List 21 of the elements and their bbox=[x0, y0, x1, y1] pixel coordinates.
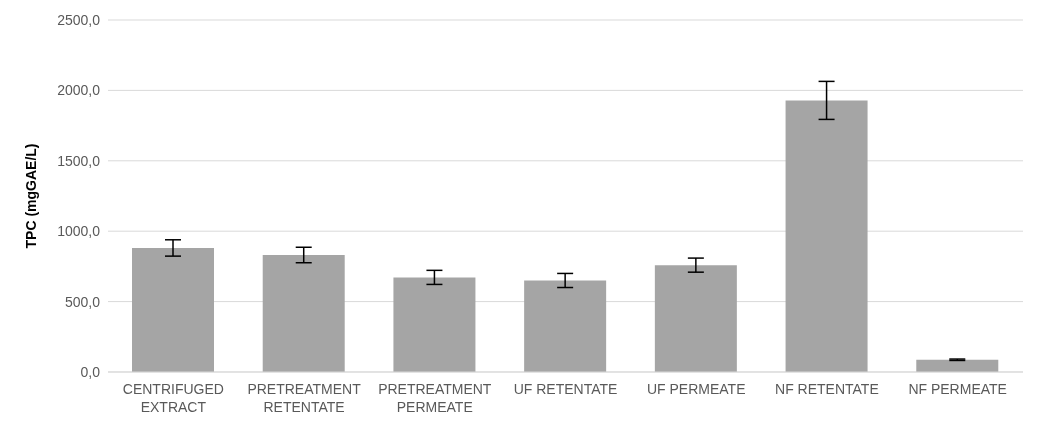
y-tick-label: 0,0 bbox=[80, 363, 101, 380]
bar bbox=[916, 359, 999, 372]
bar bbox=[132, 247, 214, 372]
x-tick-label: CENTRIFUGED EXTRACT bbox=[122, 381, 224, 415]
x-tick-label: NF RETENTATE bbox=[775, 381, 879, 397]
bar bbox=[262, 255, 345, 372]
bar bbox=[654, 265, 737, 372]
x-tick-label: PRETREATMENT PERMEATE bbox=[378, 381, 492, 415]
x-tick-label: NF PERMEATE bbox=[908, 381, 1007, 397]
x-tick-label: PRETREATMENT RETENTATE bbox=[247, 381, 362, 415]
y-tick-label: 2000,0 bbox=[57, 82, 101, 99]
y-tick-label: 500,0 bbox=[64, 293, 101, 310]
x-tick-label: UF PERMEATE bbox=[646, 381, 746, 397]
y-tick-label: 2500,0 bbox=[57, 11, 101, 28]
bar bbox=[393, 277, 476, 372]
x-tick-label: UF RETENTATE bbox=[513, 381, 618, 397]
bar bbox=[785, 100, 868, 372]
y-tick-label: 1500,0 bbox=[57, 152, 101, 169]
y-axis-title: TPC (mgGAE/L) bbox=[22, 143, 39, 249]
bar bbox=[524, 280, 607, 372]
y-tick-label: 1000,0 bbox=[57, 223, 101, 240]
